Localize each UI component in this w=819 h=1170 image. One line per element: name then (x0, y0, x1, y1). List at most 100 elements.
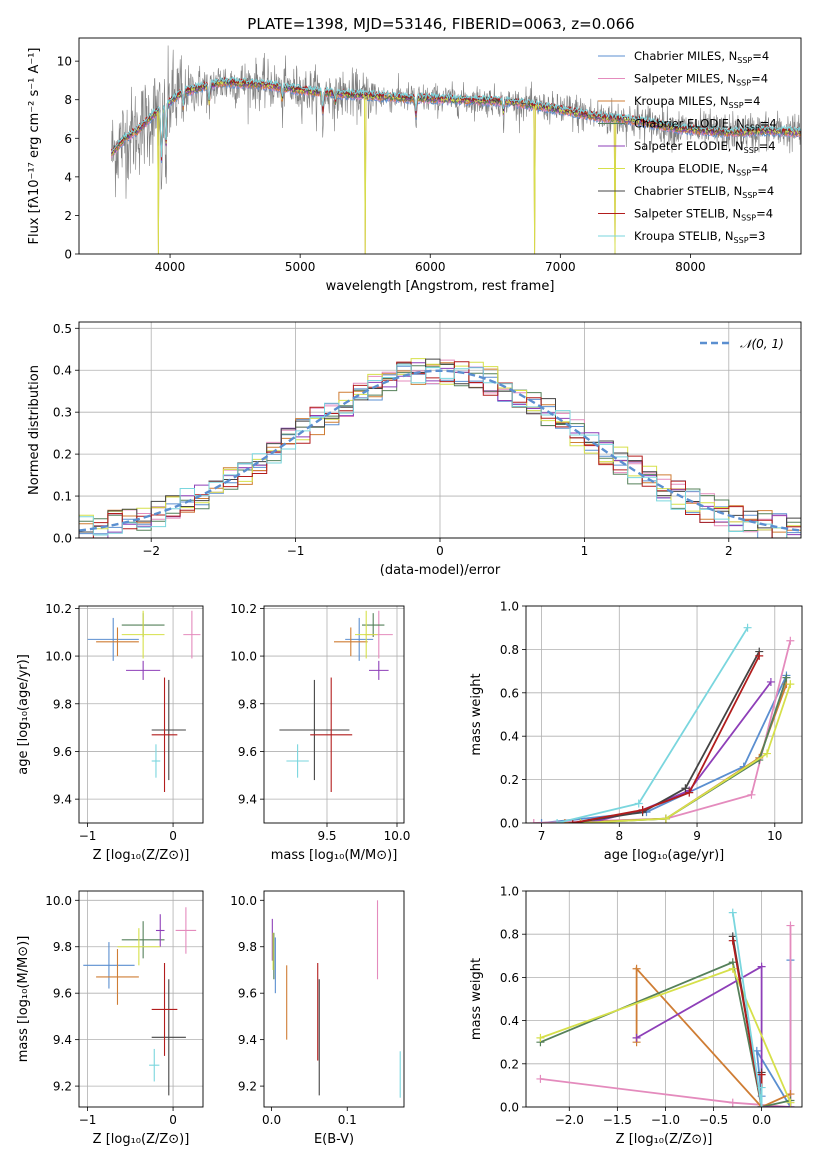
y-tick-label: 10 (57, 55, 72, 69)
weight-series-line (541, 675, 788, 823)
weight-marker (728, 1098, 737, 1107)
x-tick-label: 10.0 (384, 829, 411, 843)
legend-entry: Salpeter STELIB, NSSP=4 (634, 207, 773, 223)
errorbar-point (121, 610, 165, 659)
x-tick-label: 9.5 (317, 829, 336, 843)
y-axis-label: mass weight (469, 673, 484, 755)
weight-marker (763, 749, 772, 758)
y-tick-label: 0.2 (500, 773, 519, 787)
weight-series-line (540, 961, 791, 1107)
x-tick-label: 8000 (675, 260, 706, 274)
mass-vs-EBV-panel: 0.0 0.1 9.2 9.4 9.6 9.8 10.0 E(B-V) (230, 890, 405, 1147)
model-spectrum-line (111, 82, 801, 164)
weight-marker (632, 964, 641, 973)
x-tick-label: 0 (436, 544, 444, 558)
y-tick-label: 9.2 (53, 1080, 72, 1094)
weight-series-line (731, 912, 763, 1107)
errorbar-point (121, 921, 165, 959)
weight-marker (786, 921, 795, 930)
y-tick-label: 9.4 (53, 1033, 72, 1047)
legend-entry: Salpeter MILES, NSSP=4 (634, 72, 768, 88)
x-tick-label: 6000 (415, 260, 446, 274)
y-axis-label: mass weight (469, 958, 484, 1040)
x-tick-label: 0.0 (752, 1113, 771, 1127)
errorbar-point (183, 610, 201, 659)
x-tick-label: −0.5 (699, 1113, 728, 1127)
errorbar-point (345, 617, 374, 661)
weight-marker (757, 1083, 766, 1092)
legend-entry: Salpeter ELODIE, NSSP=4 (634, 139, 776, 155)
y-tick-label: 0.4 (53, 364, 72, 378)
x-tick-label: −1.5 (603, 1113, 632, 1127)
x-tick-label: 8 (615, 829, 623, 843)
y-tick-label: 10.0 (230, 894, 257, 908)
weight-marker (747, 790, 756, 799)
y-tick-label: 6 (64, 132, 72, 146)
y-tick-label: 0.4 (500, 1014, 519, 1028)
x-tick-label: 7000 (545, 260, 576, 274)
legend-entry: Chabrier STELIB, NSSP=4 (634, 184, 774, 200)
errorbar-point (96, 949, 139, 1005)
x-tick-label: 0.1 (338, 1113, 357, 1127)
weight-marker (537, 819, 546, 823)
y-tick-label: 0.0 (53, 532, 72, 546)
y-tick-label: 0.0 (500, 1101, 519, 1115)
axes-frame (78, 890, 204, 1108)
x-tick-label: 7 (538, 829, 546, 843)
y-axis-label: Flux [fλ10⁻¹⁷ erg cm⁻² s⁻¹ A⁻¹] (27, 48, 42, 245)
weight-marker (757, 1103, 766, 1107)
y-tick-label: 9.4 (238, 793, 257, 807)
legend-entry: Kroupa ELODIE, NSSP=4 (634, 162, 768, 178)
y-tick-label: 10.0 (230, 650, 257, 664)
y-axis-label: age [log₁₀(age/yr)] (16, 654, 31, 775)
errorbar-point (151, 963, 178, 1056)
y-tick-label: 0.2 (53, 448, 72, 462)
y-tick-label: 10.2 (230, 602, 257, 616)
weight-marker (536, 1033, 545, 1042)
x-axis-label: wavelength [Angstrom, rest frame] (326, 279, 555, 294)
errorbar-point (87, 617, 139, 661)
errorbar-point (149, 1048, 160, 1082)
weight-series-line (572, 655, 761, 823)
y-tick-label: 4 (64, 170, 72, 184)
y-tick-label: 9.8 (53, 697, 72, 711)
errorbar-point (286, 744, 309, 778)
errorbar-point (83, 942, 135, 989)
histogram-step (79, 361, 801, 538)
weight-marker (786, 680, 795, 689)
errorbar-point (362, 613, 385, 637)
x-axis-label: (data-model)/error (380, 563, 501, 578)
axes-frame (525, 605, 803, 824)
legend-entry: 𝒩(0, 1) (740, 337, 784, 351)
y-tick-label: 9.6 (53, 745, 72, 759)
weight-marker (661, 814, 670, 823)
weight-marker (755, 651, 764, 660)
y-tick-label: 0.8 (500, 643, 519, 657)
x-axis-label: Z [log₁₀(Z/Z⊙)] (616, 1132, 713, 1147)
weight-series-line (572, 651, 760, 823)
y-tick-label: 0 (64, 248, 72, 262)
weight-vs-Z-panel: −2.0 −1.5 −1.0 −0.5 0.0 0.0 0.2 0.4 0.6 0.8 1.0 Z [… (469, 885, 803, 1147)
x-tick-label: −2.0 (555, 1113, 584, 1127)
residuals-panel: −2 −1 0 1 2 0.0 0.1 0.2 0.3 0.4 0.5 (data-model)/er… (27, 321, 802, 578)
errorbar-point (155, 914, 165, 947)
x-tick-label: 0.0 (262, 1113, 281, 1127)
weight-marker (685, 788, 694, 797)
weight-marker (766, 677, 775, 686)
errorbar-point (96, 627, 139, 657)
x-tick-label: −1 (287, 544, 305, 558)
legend-entry: Chabrier MILES, NSSP=4 (634, 49, 769, 65)
x-tick-label: 9 (693, 829, 701, 843)
x-tick-label: 5000 (285, 260, 316, 274)
errorbar-point (151, 744, 161, 778)
weight-marker (568, 819, 577, 823)
weight-marker (757, 1070, 766, 1079)
errorbar-point (310, 677, 353, 792)
normal-curve (78, 369, 802, 532)
errorbar-point (151, 979, 186, 1096)
y-tick-label: 10.2 (45, 602, 72, 616)
y-tick-label: 9.2 (238, 1080, 257, 1094)
model-spectrum-line (111, 76, 801, 158)
x-axis-label: age [log₁₀(age/yr)] (604, 848, 725, 863)
